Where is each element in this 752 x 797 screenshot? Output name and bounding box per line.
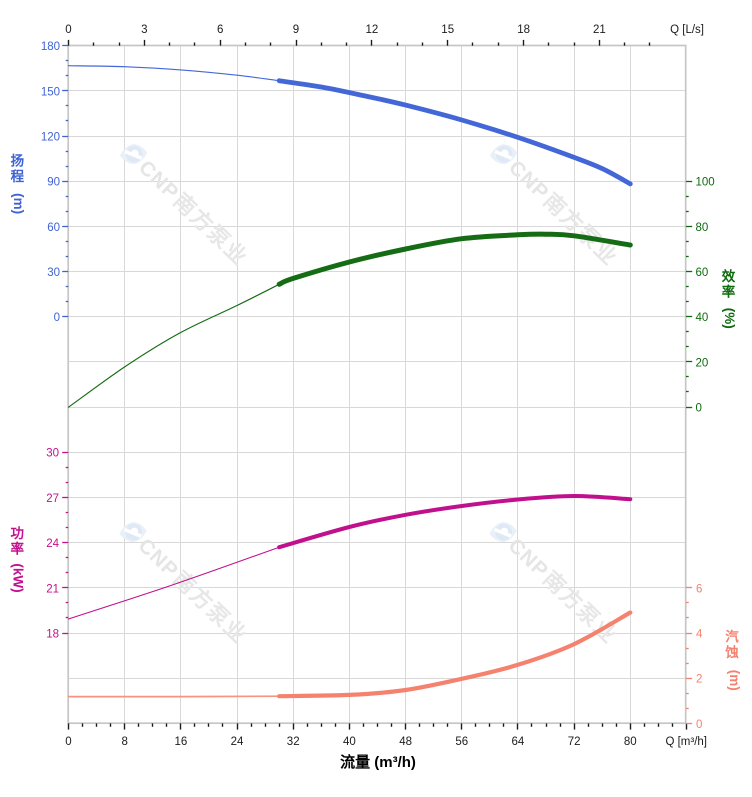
svg-text:0: 0 (54, 312, 60, 324)
svg-text:Q [L/s]: Q [L/s] (670, 24, 704, 36)
svg-text:150: 150 (41, 86, 60, 98)
svg-text:(m): (m) (727, 670, 742, 691)
svg-text:32: 32 (287, 736, 300, 748)
svg-text:2: 2 (696, 674, 702, 686)
svg-text:60: 60 (47, 222, 60, 234)
svg-text:汽: 汽 (725, 629, 739, 645)
svg-text:48: 48 (399, 736, 412, 748)
svg-text:30: 30 (46, 448, 59, 460)
svg-text:3: 3 (141, 24, 147, 36)
svg-text:6: 6 (696, 583, 702, 595)
svg-text:100: 100 (696, 177, 715, 189)
svg-text:4: 4 (696, 628, 703, 640)
svg-text:效: 效 (722, 268, 736, 284)
svg-text:0: 0 (696, 403, 702, 415)
svg-text:(%): (%) (722, 308, 737, 329)
svg-text:12: 12 (366, 24, 379, 36)
svg-text:120: 120 (41, 132, 60, 144)
svg-text:72: 72 (568, 736, 581, 748)
svg-text:18: 18 (517, 24, 530, 36)
svg-text:率: 率 (722, 283, 736, 299)
svg-text:24: 24 (231, 736, 244, 748)
svg-text:90: 90 (47, 177, 60, 189)
svg-text:30: 30 (47, 267, 60, 279)
svg-text:蚀: 蚀 (724, 644, 739, 660)
svg-text:16: 16 (175, 736, 188, 748)
svg-text:180: 180 (41, 41, 60, 53)
svg-text:9: 9 (293, 24, 299, 36)
svg-text:40: 40 (696, 312, 709, 324)
svg-text:56: 56 (455, 736, 468, 748)
svg-text:程: 程 (11, 169, 25, 184)
svg-text:率: 率 (10, 541, 24, 557)
svg-text:0: 0 (65, 736, 71, 748)
svg-text:20: 20 (696, 357, 709, 369)
svg-text:流量 (m³/h): 流量 (m³/h) (340, 753, 416, 771)
svg-text:15: 15 (441, 24, 454, 36)
svg-text:(kW): (kW) (11, 563, 26, 592)
svg-text:40: 40 (343, 736, 356, 748)
svg-text:6: 6 (217, 24, 223, 36)
svg-text:27: 27 (46, 493, 59, 505)
svg-text:功: 功 (10, 526, 24, 541)
svg-text:18: 18 (46, 628, 59, 640)
svg-text:(m): (m) (11, 193, 26, 214)
svg-text:Q [m³/h]: Q [m³/h] (665, 736, 707, 748)
svg-text:24: 24 (46, 538, 59, 550)
svg-text:80: 80 (696, 222, 709, 234)
svg-text:0: 0 (65, 24, 71, 36)
svg-text:64: 64 (512, 736, 525, 748)
svg-text:8: 8 (121, 736, 127, 748)
svg-text:80: 80 (624, 736, 637, 748)
svg-text:21: 21 (593, 24, 606, 36)
svg-text:扬: 扬 (11, 153, 25, 169)
svg-text:60: 60 (696, 267, 709, 279)
svg-text:0: 0 (696, 719, 702, 731)
svg-text:21: 21 (46, 583, 59, 595)
